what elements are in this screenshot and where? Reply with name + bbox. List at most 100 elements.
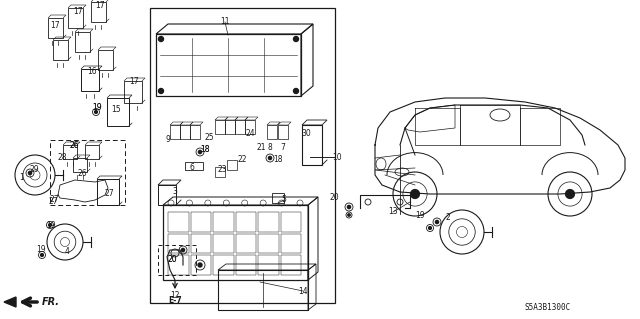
Bar <box>215 167 225 177</box>
Text: 2: 2 <box>445 212 451 221</box>
Text: 20: 20 <box>167 256 177 264</box>
Bar <box>158 185 176 205</box>
Text: 21: 21 <box>256 144 266 152</box>
Bar <box>213 212 234 232</box>
Text: 17: 17 <box>73 8 83 17</box>
Bar <box>302 125 322 165</box>
Circle shape <box>159 36 163 41</box>
Text: 27: 27 <box>48 197 58 206</box>
Text: 26: 26 <box>69 140 79 150</box>
Text: 7: 7 <box>280 144 285 152</box>
Text: 17: 17 <box>95 2 105 11</box>
Bar <box>85 145 99 159</box>
Text: 14: 14 <box>298 286 308 295</box>
Circle shape <box>566 189 575 198</box>
Text: 18: 18 <box>200 145 210 154</box>
Bar <box>236 255 256 275</box>
Text: 16: 16 <box>87 68 97 77</box>
Text: 18: 18 <box>200 145 210 154</box>
Bar <box>236 234 256 253</box>
Text: 9: 9 <box>166 136 170 145</box>
Bar <box>168 212 189 232</box>
Circle shape <box>28 171 31 174</box>
Bar <box>213 234 234 253</box>
Text: 17: 17 <box>129 78 139 86</box>
Bar <box>73 158 87 172</box>
Bar <box>280 234 301 253</box>
Circle shape <box>40 254 44 256</box>
Text: 30: 30 <box>301 129 311 137</box>
Circle shape <box>411 189 419 198</box>
Text: 17: 17 <box>50 21 60 31</box>
Bar <box>158 245 196 275</box>
Bar <box>225 120 235 134</box>
Bar <box>168 234 189 253</box>
Circle shape <box>435 220 438 224</box>
Bar <box>191 234 211 253</box>
Bar <box>272 193 284 203</box>
Bar <box>280 212 301 232</box>
Circle shape <box>348 205 351 209</box>
Text: 19: 19 <box>92 103 102 113</box>
Text: 12: 12 <box>170 291 180 300</box>
Bar <box>190 125 200 139</box>
Text: 27: 27 <box>104 189 114 197</box>
Text: 20: 20 <box>329 194 339 203</box>
Text: 26: 26 <box>69 140 79 150</box>
Text: 27: 27 <box>49 196 59 204</box>
Bar <box>258 212 278 232</box>
Text: 19: 19 <box>415 211 425 219</box>
Circle shape <box>181 249 184 252</box>
Text: 1: 1 <box>20 174 24 182</box>
Circle shape <box>294 88 298 93</box>
Text: 10: 10 <box>332 152 342 161</box>
Circle shape <box>198 263 202 267</box>
Text: 18: 18 <box>273 155 283 165</box>
Bar <box>170 125 180 139</box>
Text: 22: 22 <box>237 155 247 165</box>
Bar <box>235 120 245 134</box>
Bar <box>63 145 77 159</box>
Text: 23: 23 <box>217 166 227 174</box>
Bar <box>227 160 237 170</box>
Circle shape <box>294 36 298 41</box>
Bar <box>163 205 308 280</box>
Polygon shape <box>4 297 16 307</box>
Bar <box>124 81 142 103</box>
Bar <box>236 212 256 232</box>
Text: 19: 19 <box>92 103 102 113</box>
Bar <box>215 120 225 134</box>
Bar <box>98 50 113 70</box>
Circle shape <box>159 88 163 93</box>
Text: S5A3B1300C: S5A3B1300C <box>525 303 571 313</box>
Text: 3: 3 <box>173 188 177 197</box>
Text: E-7: E-7 <box>168 296 182 305</box>
Circle shape <box>348 214 350 216</box>
Bar <box>81 69 99 91</box>
Bar <box>280 255 301 275</box>
Bar <box>91 2 106 22</box>
Bar <box>107 98 129 126</box>
Text: 24: 24 <box>245 129 255 137</box>
Bar <box>53 40 68 60</box>
Circle shape <box>268 156 271 160</box>
Text: FR.: FR. <box>42 297 60 307</box>
Text: 20: 20 <box>167 256 177 264</box>
Text: 19: 19 <box>36 246 46 255</box>
Bar <box>258 255 278 275</box>
Bar <box>245 120 255 134</box>
Text: 19: 19 <box>46 221 56 231</box>
Bar <box>150 8 335 303</box>
Circle shape <box>198 150 202 154</box>
Bar <box>278 125 288 139</box>
Bar <box>97 179 119 205</box>
Bar <box>180 125 190 139</box>
Text: 11: 11 <box>220 18 230 26</box>
Text: 26: 26 <box>77 168 87 177</box>
Bar <box>185 162 203 170</box>
Bar <box>68 8 83 28</box>
Bar <box>213 255 234 275</box>
Bar <box>50 140 125 205</box>
Text: 29: 29 <box>29 166 39 174</box>
Bar <box>156 34 301 96</box>
